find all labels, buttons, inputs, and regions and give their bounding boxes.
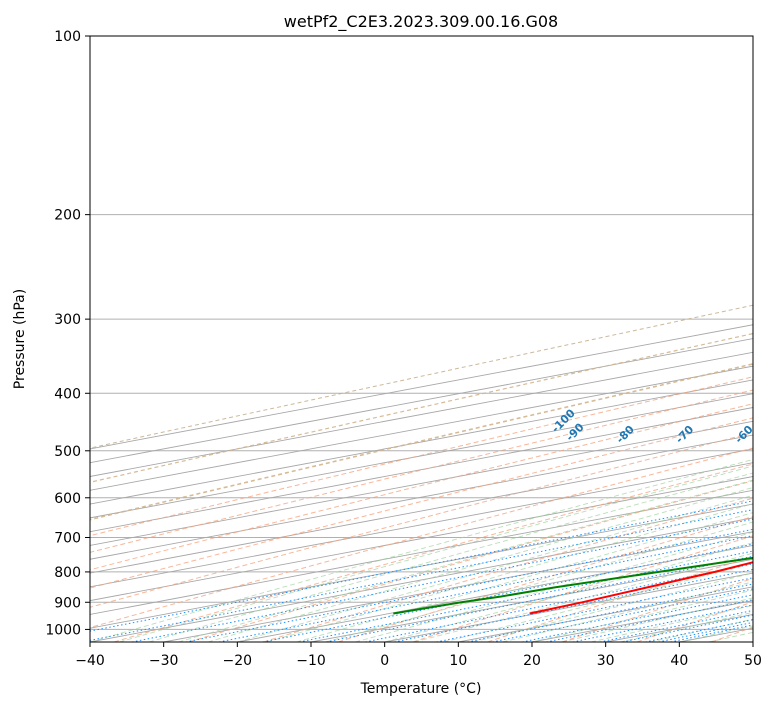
axes: −40 −30 −20 −10 0 10 20 30 40 50 100 200 300 400 500 60…	[45, 29, 762, 669]
dry-adiabat-line	[412, 535, 753, 642]
isotherm-line	[90, 462, 753, 588]
moist-adiabat-line	[590, 604, 753, 642]
dry-adiabat-label: -70	[673, 423, 696, 446]
y-axis-label: Pressure (hPa)	[12, 289, 28, 389]
isotherm-line	[679, 627, 753, 642]
tan-reference-arc	[90, 363, 753, 521]
moist-adiabat-line	[325, 521, 753, 642]
tan-reference-arc	[90, 304, 753, 449]
moist-adiabat-line	[561, 597, 753, 642]
isotherm-line	[90, 407, 753, 533]
dry-adiabat-line	[188, 480, 753, 642]
isotherm-line	[384, 572, 753, 642]
isotherm-line	[90, 434, 753, 560]
isotherm-line	[752, 641, 753, 642]
isotherm-line	[90, 324, 753, 450]
mixing-ratio-line	[218, 535, 753, 642]
isotherm-line	[90, 393, 753, 519]
isotherm-line	[90, 476, 753, 602]
x-tick-label: −20	[223, 653, 253, 669]
dry-adiabat-label: -80	[614, 423, 637, 446]
moist-adiabat-line	[207, 487, 753, 642]
dry-adiabat-line	[487, 555, 753, 642]
moist-adiabat-line	[90, 458, 753, 642]
isotherm-line	[163, 531, 753, 642]
y-tick-label: 1000	[45, 622, 81, 638]
isotherm-line	[90, 489, 753, 615]
isotherm-line	[237, 544, 753, 642]
dry-adiabat-label: -60	[732, 423, 755, 446]
moist-adiabat-line	[148, 472, 753, 642]
y-tick-label: 800	[54, 565, 81, 581]
tan-reference-arc	[90, 332, 753, 483]
y-tick-label: 200	[54, 208, 81, 224]
mixing-ratio-line	[299, 550, 753, 642]
isotherm-line	[90, 420, 753, 546]
mixing-ratio-line	[622, 614, 753, 642]
x-axis-label: Temperature (°C)	[360, 681, 482, 697]
y-tick-label: 700	[54, 531, 81, 547]
y-tick-label: 300	[54, 312, 81, 328]
isotherm-line	[90, 365, 753, 491]
isotherm-line	[90, 503, 753, 629]
isotherm-line	[310, 558, 753, 642]
isotherm-line	[458, 586, 753, 642]
x-tick-label: −10	[296, 653, 326, 669]
mixing-ratio-line	[365, 563, 753, 642]
plot-area	[90, 36, 753, 642]
moist-adiabat-line	[649, 618, 753, 642]
moist-adiabat-line	[266, 503, 753, 642]
moist-adiabat-line	[237, 494, 753, 642]
y-tick-label: 400	[54, 386, 81, 402]
isotherm-line	[90, 517, 753, 642]
y-tick-label: 900	[54, 595, 81, 611]
isotherm-line	[531, 600, 753, 642]
dry-adiabat-line	[90, 376, 753, 537]
moist-adiabat-line	[384, 542, 753, 642]
moist-adiabat-line	[531, 589, 753, 642]
x-tick-label: 10	[449, 653, 467, 669]
y-tick-label: 600	[54, 491, 81, 507]
moist-adiabat-line	[443, 562, 753, 642]
isotherm-line	[90, 379, 753, 505]
dry-adiabat-line	[562, 577, 753, 642]
isotherm-line	[90, 338, 753, 464]
dry-adiabat-line	[90, 403, 753, 571]
y-tick-label: 500	[54, 444, 81, 460]
dry-adiabat-line	[263, 497, 753, 642]
dry-adiabat-line	[90, 417, 753, 589]
moist-adiabat-line	[119, 465, 753, 642]
mixing-ratio-line	[658, 621, 753, 642]
isotherm-line	[90, 351, 753, 477]
dry-adiabat-line	[636, 601, 753, 642]
temperature-profile-line	[529, 561, 753, 615]
dry-adiabat-line	[90, 432, 753, 608]
moist-adiabat-line	[502, 581, 753, 642]
mixing-ratio-line	[325, 555, 753, 642]
moist-adiabat-line	[355, 531, 753, 642]
x-tick-label: 30	[597, 653, 615, 669]
x-tick-label: 50	[744, 653, 762, 669]
dry-adiabat-line	[90, 447, 753, 629]
x-tick-label: −30	[149, 653, 179, 669]
moist-adiabat-line	[296, 512, 753, 642]
y-tick-label: 100	[54, 29, 81, 45]
mixing-ratio-line	[131, 518, 753, 642]
mixing-ratio-line	[599, 609, 753, 642]
x-tick-label: 0	[380, 653, 389, 669]
x-tick-label: −40	[75, 653, 105, 669]
moist-adiabat-line	[413, 552, 753, 642]
moist-adiabat-line	[178, 479, 753, 642]
isotherm-line	[90, 448, 753, 574]
mixing-ratio-line	[185, 528, 753, 642]
moist-adiabat-line	[679, 625, 753, 642]
chart-title: wetPf2_C2E3.2023.309.00.16.G08	[284, 12, 558, 32]
mixing-ratio-line	[572, 604, 753, 642]
mixing-ratio-line	[262, 543, 753, 642]
x-tick-label: 40	[670, 653, 688, 669]
x-tick-label: 20	[523, 653, 541, 669]
dry-adiabat-line	[90, 389, 753, 553]
plot-frame	[89, 35, 754, 643]
